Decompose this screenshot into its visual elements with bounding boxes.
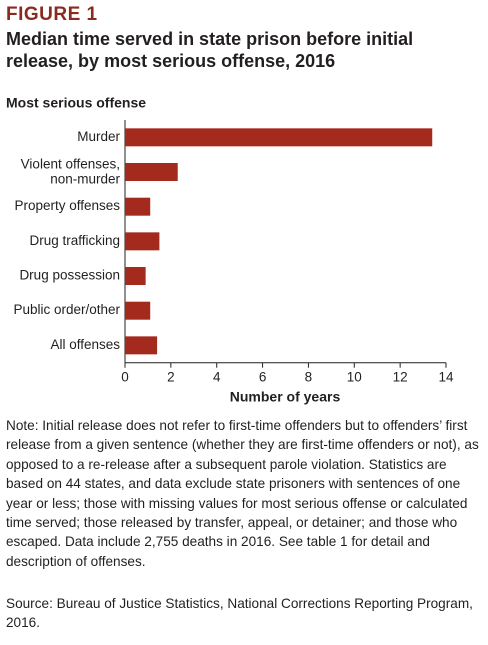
bar <box>125 267 146 286</box>
bar <box>125 197 151 216</box>
source: Source: Bureau of Justice Statistics, Na… <box>6 596 473 631</box>
x-axis-label: Number of years <box>230 389 341 405</box>
title: Median time served in state prison befor… <box>6 29 414 71</box>
y-tick-label: Murder <box>77 129 120 144</box>
bar <box>125 163 178 182</box>
x-tick-label: 0 <box>121 369 129 384</box>
x-tick-label: 4 <box>213 369 221 384</box>
x-tick-label: 12 <box>393 369 408 384</box>
figure-label: FIGURE 1 <box>6 4 98 25</box>
y-axis-label: Most serious offense <box>6 95 146 111</box>
bar <box>125 128 433 147</box>
y-tick-label: Public order/other <box>13 302 120 317</box>
y-tick-label: Drug possession <box>19 268 120 283</box>
y-tick-label: Property offenses <box>14 198 120 213</box>
chart: Most serious offense Number of years 0 2 4… <box>6 95 454 405</box>
x-tick-label: 2 <box>167 369 175 384</box>
x-tick-label: 10 <box>347 369 362 384</box>
y-tick-label: Drug trafficking <box>29 233 120 248</box>
bar <box>125 232 160 251</box>
x-tick-label: 6 <box>259 369 267 384</box>
x-tick-label: 14 <box>438 369 454 384</box>
x-tick-label: 8 <box>305 369 313 384</box>
y-tick-label: Violent offenses, non-murder <box>21 156 121 186</box>
y-tick-label: All offenses <box>50 337 120 352</box>
bar <box>125 336 158 355</box>
note: Note: Initial release does not refer to … <box>6 418 479 569</box>
bar <box>125 301 151 320</box>
